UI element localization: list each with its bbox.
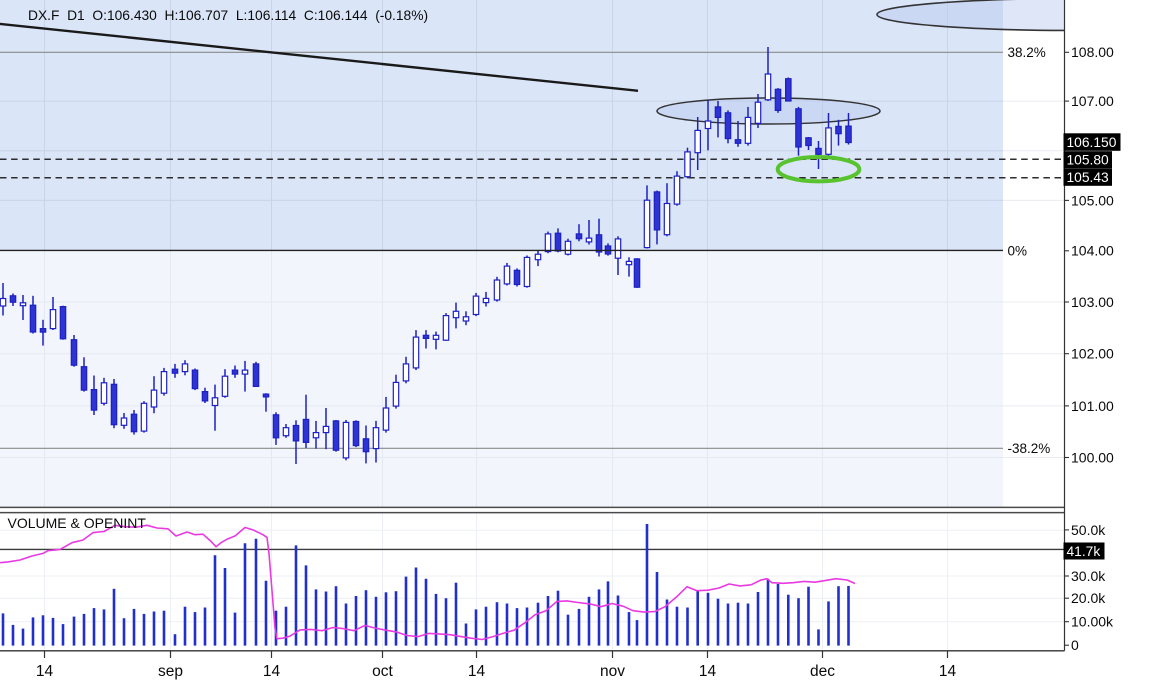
svg-text:107.00: 107.00: [1071, 93, 1114, 109]
svg-text:105.80: 105.80: [1067, 153, 1110, 168]
svg-text:0: 0: [1071, 637, 1079, 653]
svg-text:20.0k: 20.0k: [1071, 590, 1106, 606]
svg-text:105.00: 105.00: [1071, 192, 1114, 208]
svg-text:DX.F D1 O:106.430 H:106.707: DX.F D1 O:106.430 H:106.707 L:106.114 C:…: [28, 8, 428, 23]
svg-text:dec: dec: [810, 663, 835, 680]
svg-text:-38.2%: -38.2%: [1008, 441, 1051, 456]
svg-text:41.7k: 41.7k: [1067, 544, 1101, 559]
svg-text:14: 14: [699, 663, 717, 680]
svg-text:101.00: 101.00: [1071, 398, 1114, 414]
svg-text:14: 14: [36, 663, 54, 680]
svg-text:sep: sep: [158, 663, 183, 680]
svg-text:105.43: 105.43: [1067, 170, 1110, 185]
svg-text:103.00: 103.00: [1071, 294, 1114, 310]
svg-text:14: 14: [939, 663, 957, 680]
svg-text:VOLUME & OPENINT: VOLUME & OPENINT: [8, 515, 147, 531]
svg-text:10.00k: 10.00k: [1071, 614, 1114, 630]
svg-text:106.150: 106.150: [1067, 135, 1117, 150]
svg-text:14: 14: [263, 663, 281, 680]
svg-text:0%: 0%: [1008, 243, 1028, 258]
svg-text:50.0k: 50.0k: [1071, 522, 1106, 538]
svg-text:30.0k: 30.0k: [1071, 568, 1106, 584]
svg-text:nov: nov: [600, 663, 625, 680]
svg-text:102.00: 102.00: [1071, 346, 1114, 362]
svg-text:104.00: 104.00: [1071, 243, 1114, 259]
svg-text:14: 14: [468, 663, 486, 680]
svg-text:100.00: 100.00: [1071, 449, 1114, 465]
svg-text:oct: oct: [372, 663, 393, 680]
svg-text:38.2%: 38.2%: [1008, 45, 1046, 60]
svg-text:108.00: 108.00: [1071, 44, 1114, 60]
